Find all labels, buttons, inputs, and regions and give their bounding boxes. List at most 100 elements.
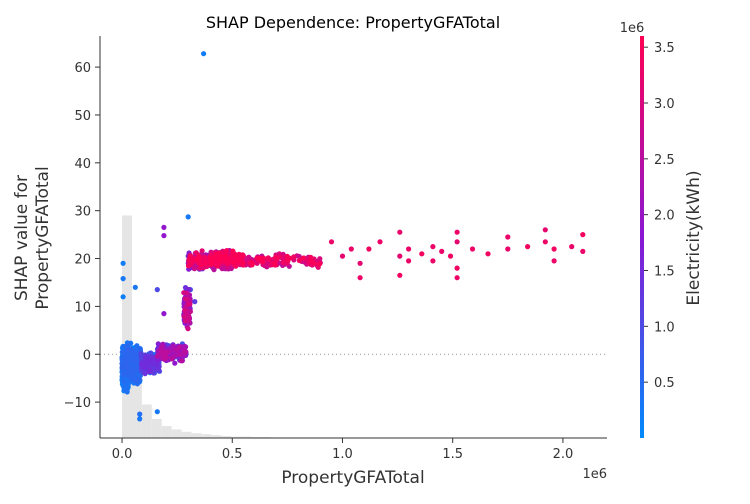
scatter-point — [169, 356, 175, 362]
histogram-bar — [151, 418, 162, 438]
scatter-point — [124, 361, 130, 367]
histogram — [122, 215, 271, 438]
x-tick-label: 1.0 — [332, 447, 353, 462]
x-tick-label: 2.0 — [553, 447, 574, 462]
y-axis-label-line1: SHAP value for — [12, 175, 32, 301]
colorbar — [640, 36, 644, 438]
histogram-bar — [211, 435, 222, 438]
scatter-point — [151, 370, 157, 376]
histogram-bar — [181, 431, 192, 438]
histogram-bar — [171, 429, 182, 438]
scatter-point — [193, 256, 199, 262]
scatter-point — [123, 370, 129, 376]
colorbar-tick-label: 2.5 — [654, 153, 675, 168]
scatter-point — [265, 255, 271, 261]
scatter-point — [176, 344, 182, 350]
scatter-point — [454, 239, 460, 245]
scatter-point — [439, 248, 445, 254]
scatter-point — [309, 258, 315, 264]
scatter-point — [161, 351, 167, 357]
scatter-point — [397, 229, 403, 235]
colorbar-tick-label: 3.0 — [654, 97, 675, 112]
scatter-point — [170, 343, 177, 349]
scatter-point — [192, 299, 198, 305]
y-tick-label: 0 — [83, 348, 91, 363]
scatter-point — [154, 361, 160, 367]
scatter-point — [291, 254, 297, 260]
colorbar-tick-label: 2.0 — [654, 209, 675, 224]
scatter-point — [233, 263, 239, 269]
scatter-point — [143, 354, 149, 360]
scatter-point — [120, 276, 126, 282]
scatter-point — [256, 255, 263, 261]
scatter-point — [580, 232, 586, 238]
scatter-point — [161, 311, 167, 317]
scatter-point — [182, 318, 188, 324]
scatter-point — [249, 262, 255, 268]
scatter-point — [142, 364, 148, 370]
scatter-point — [300, 255, 306, 261]
histogram-bar — [131, 375, 142, 438]
scatter-point — [125, 381, 131, 387]
scatter-point — [188, 253, 194, 259]
colorbar-label: Electricity(kWh) — [684, 170, 704, 305]
scatter-point — [230, 259, 236, 265]
scatter-point — [203, 260, 209, 266]
scatter-point — [230, 248, 236, 254]
histogram-bar — [231, 436, 242, 438]
histogram-bar — [161, 426, 172, 438]
chart-title: SHAP Dependence: PropertyGFATotal — [206, 13, 500, 32]
colorbar-tick-label: 1.5 — [654, 265, 675, 280]
scatter-point — [525, 244, 531, 250]
scatter-point — [280, 259, 286, 265]
scatter-point — [121, 349, 127, 355]
scatter-point — [178, 358, 185, 364]
y-tick-label: 60 — [74, 61, 91, 76]
scatter-points — [119, 51, 586, 422]
scatter-point — [366, 246, 372, 252]
x-tick-label: 0.5 — [222, 447, 243, 462]
scatter-point — [154, 409, 160, 415]
scatter-point — [542, 227, 548, 233]
scatter-point — [137, 411, 143, 417]
scatter-point — [132, 350, 138, 356]
scatter-point — [505, 234, 511, 240]
scatter-point — [130, 370, 137, 376]
scatter-point — [181, 290, 187, 296]
scatter-point — [285, 257, 291, 263]
scatter-point — [406, 246, 412, 252]
scatter-point — [162, 355, 168, 361]
scatter-point — [580, 248, 586, 254]
scatter-point — [551, 258, 557, 264]
scatter-point — [542, 239, 548, 245]
scatter-point — [569, 244, 575, 250]
scatter-point — [125, 348, 131, 354]
scatter-point — [138, 351, 144, 357]
scatter-point — [272, 262, 278, 268]
scatter-point — [196, 260, 202, 266]
scatter-point — [119, 364, 125, 370]
colorbar-ticks: 0.5 1.0 1.5 2.0 2.5 3.0 3.5 — [644, 41, 675, 391]
scatter-point — [419, 251, 425, 257]
scatter-point — [183, 296, 189, 302]
y-tick-label: 50 — [74, 109, 91, 124]
scatter-point — [161, 233, 167, 239]
scatter-point — [209, 260, 215, 266]
scatter-point — [232, 253, 239, 259]
scatter-point — [182, 307, 188, 314]
scatter-point — [154, 287, 160, 293]
scatter-point — [260, 258, 266, 264]
scatter-point — [185, 214, 191, 220]
scatter-point — [207, 255, 213, 262]
scatter-point — [211, 267, 217, 273]
histogram-bar — [122, 215, 132, 438]
scatter-point — [148, 356, 154, 362]
scatter-point — [357, 275, 363, 281]
scatter-point — [316, 261, 323, 267]
scatter-point — [187, 308, 193, 315]
scatter-point — [202, 254, 208, 260]
scatter-point — [328, 239, 335, 245]
colorbar-tick-label: 1.0 — [654, 320, 675, 335]
scatter-point — [177, 352, 183, 358]
